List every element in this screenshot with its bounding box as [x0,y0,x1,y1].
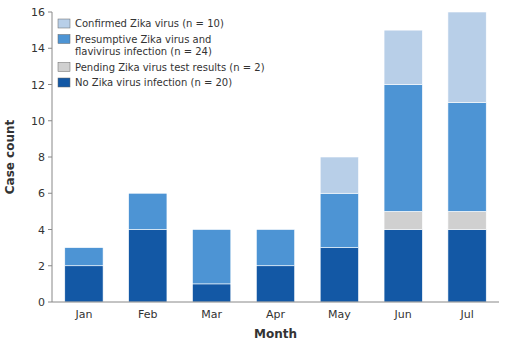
legend-swatch [58,19,70,28]
legend-label-line: Presumptive Zika virus and [75,34,211,45]
y-tick-label: 12 [31,79,45,92]
bar-segment [320,193,358,247]
bar-segment [192,230,230,284]
bar-segment [65,247,103,248]
legend-label: No Zika virus infection (n = 20) [75,77,232,88]
bar-segment [256,266,294,302]
bar-segment [256,230,294,266]
bar-segment [65,248,103,266]
y-tick-label: 6 [38,187,45,200]
y-tick-label: 10 [31,115,45,128]
legend-label: Pending Zika virus test results (n = 2) [75,62,265,73]
bar-segment [320,248,358,302]
legend-swatch [58,63,70,72]
y-tick [48,84,52,85]
bar-segment [448,230,486,303]
legend-label: Presumptive Zika virus andflavivirus inf… [75,34,212,58]
legend-label-line: Pending Zika virus test results (n = 2) [75,62,265,73]
x-tick-label: Jun [394,308,412,321]
bar-segment [448,12,486,103]
y-tick [48,265,52,266]
chart-container: 0 2 4 6 8 10 12 14 16 Jan Feb Mar Apr May Jun Jul Month C… [0,0,511,346]
y-tick-label: 0 [38,296,45,309]
bar-segment [65,266,103,302]
y-tick [48,48,52,49]
y-tick [48,193,52,194]
bar-segment [192,284,230,302]
x-tick-label: Apr [266,308,286,321]
legend-swatch [58,35,70,44]
legend-label-line: Confirmed Zika virus (n = 10) [75,18,224,29]
legend-label: Confirmed Zika virus (n = 10) [75,18,224,29]
bar-segment [448,211,486,229]
x-tick-label: Jan [74,308,92,321]
y-tick [48,302,52,303]
bar-segment [320,157,358,193]
y-tick-label: 16 [31,6,45,19]
x-axis-label: Month [254,327,297,341]
x-tick-label: Mar [201,308,222,321]
bar-segment [384,30,422,84]
x-tick-label: May [328,308,351,321]
legend-label-line: flavivirus infection (n = 24) [75,46,212,57]
x-axis-line [52,302,499,303]
bar-segment [384,211,422,229]
bar-segment [192,229,230,230]
bar-segment [129,193,167,229]
bar-segment [256,229,294,230]
y-axis-label: Case count [3,119,17,194]
y-tick-label: 2 [38,260,45,273]
bar-segment [129,230,167,303]
bar-segment [448,103,486,212]
x-tick-label: Jul [459,308,473,321]
x-tick-label: Feb [138,308,157,321]
bar-segment [129,193,167,194]
bars [65,12,486,302]
y-tick-label: 4 [38,224,45,237]
legend: Confirmed Zika virus (n = 10) Presumptive… [58,18,265,88]
y-tick [48,12,52,13]
legend-swatch [58,78,70,87]
y-tick-label: 14 [31,42,45,55]
y-tick-label: 8 [38,151,45,164]
y-tick [48,120,52,121]
bar-segment [384,85,422,212]
y-tick [48,157,52,158]
legend-label-line: No Zika virus infection (n = 20) [75,77,232,88]
y-tick [48,229,52,230]
bar-segment [384,230,422,303]
chart-svg: 0 2 4 6 8 10 12 14 16 Jan Feb Mar Apr May Jun Jul Month C… [0,0,511,346]
